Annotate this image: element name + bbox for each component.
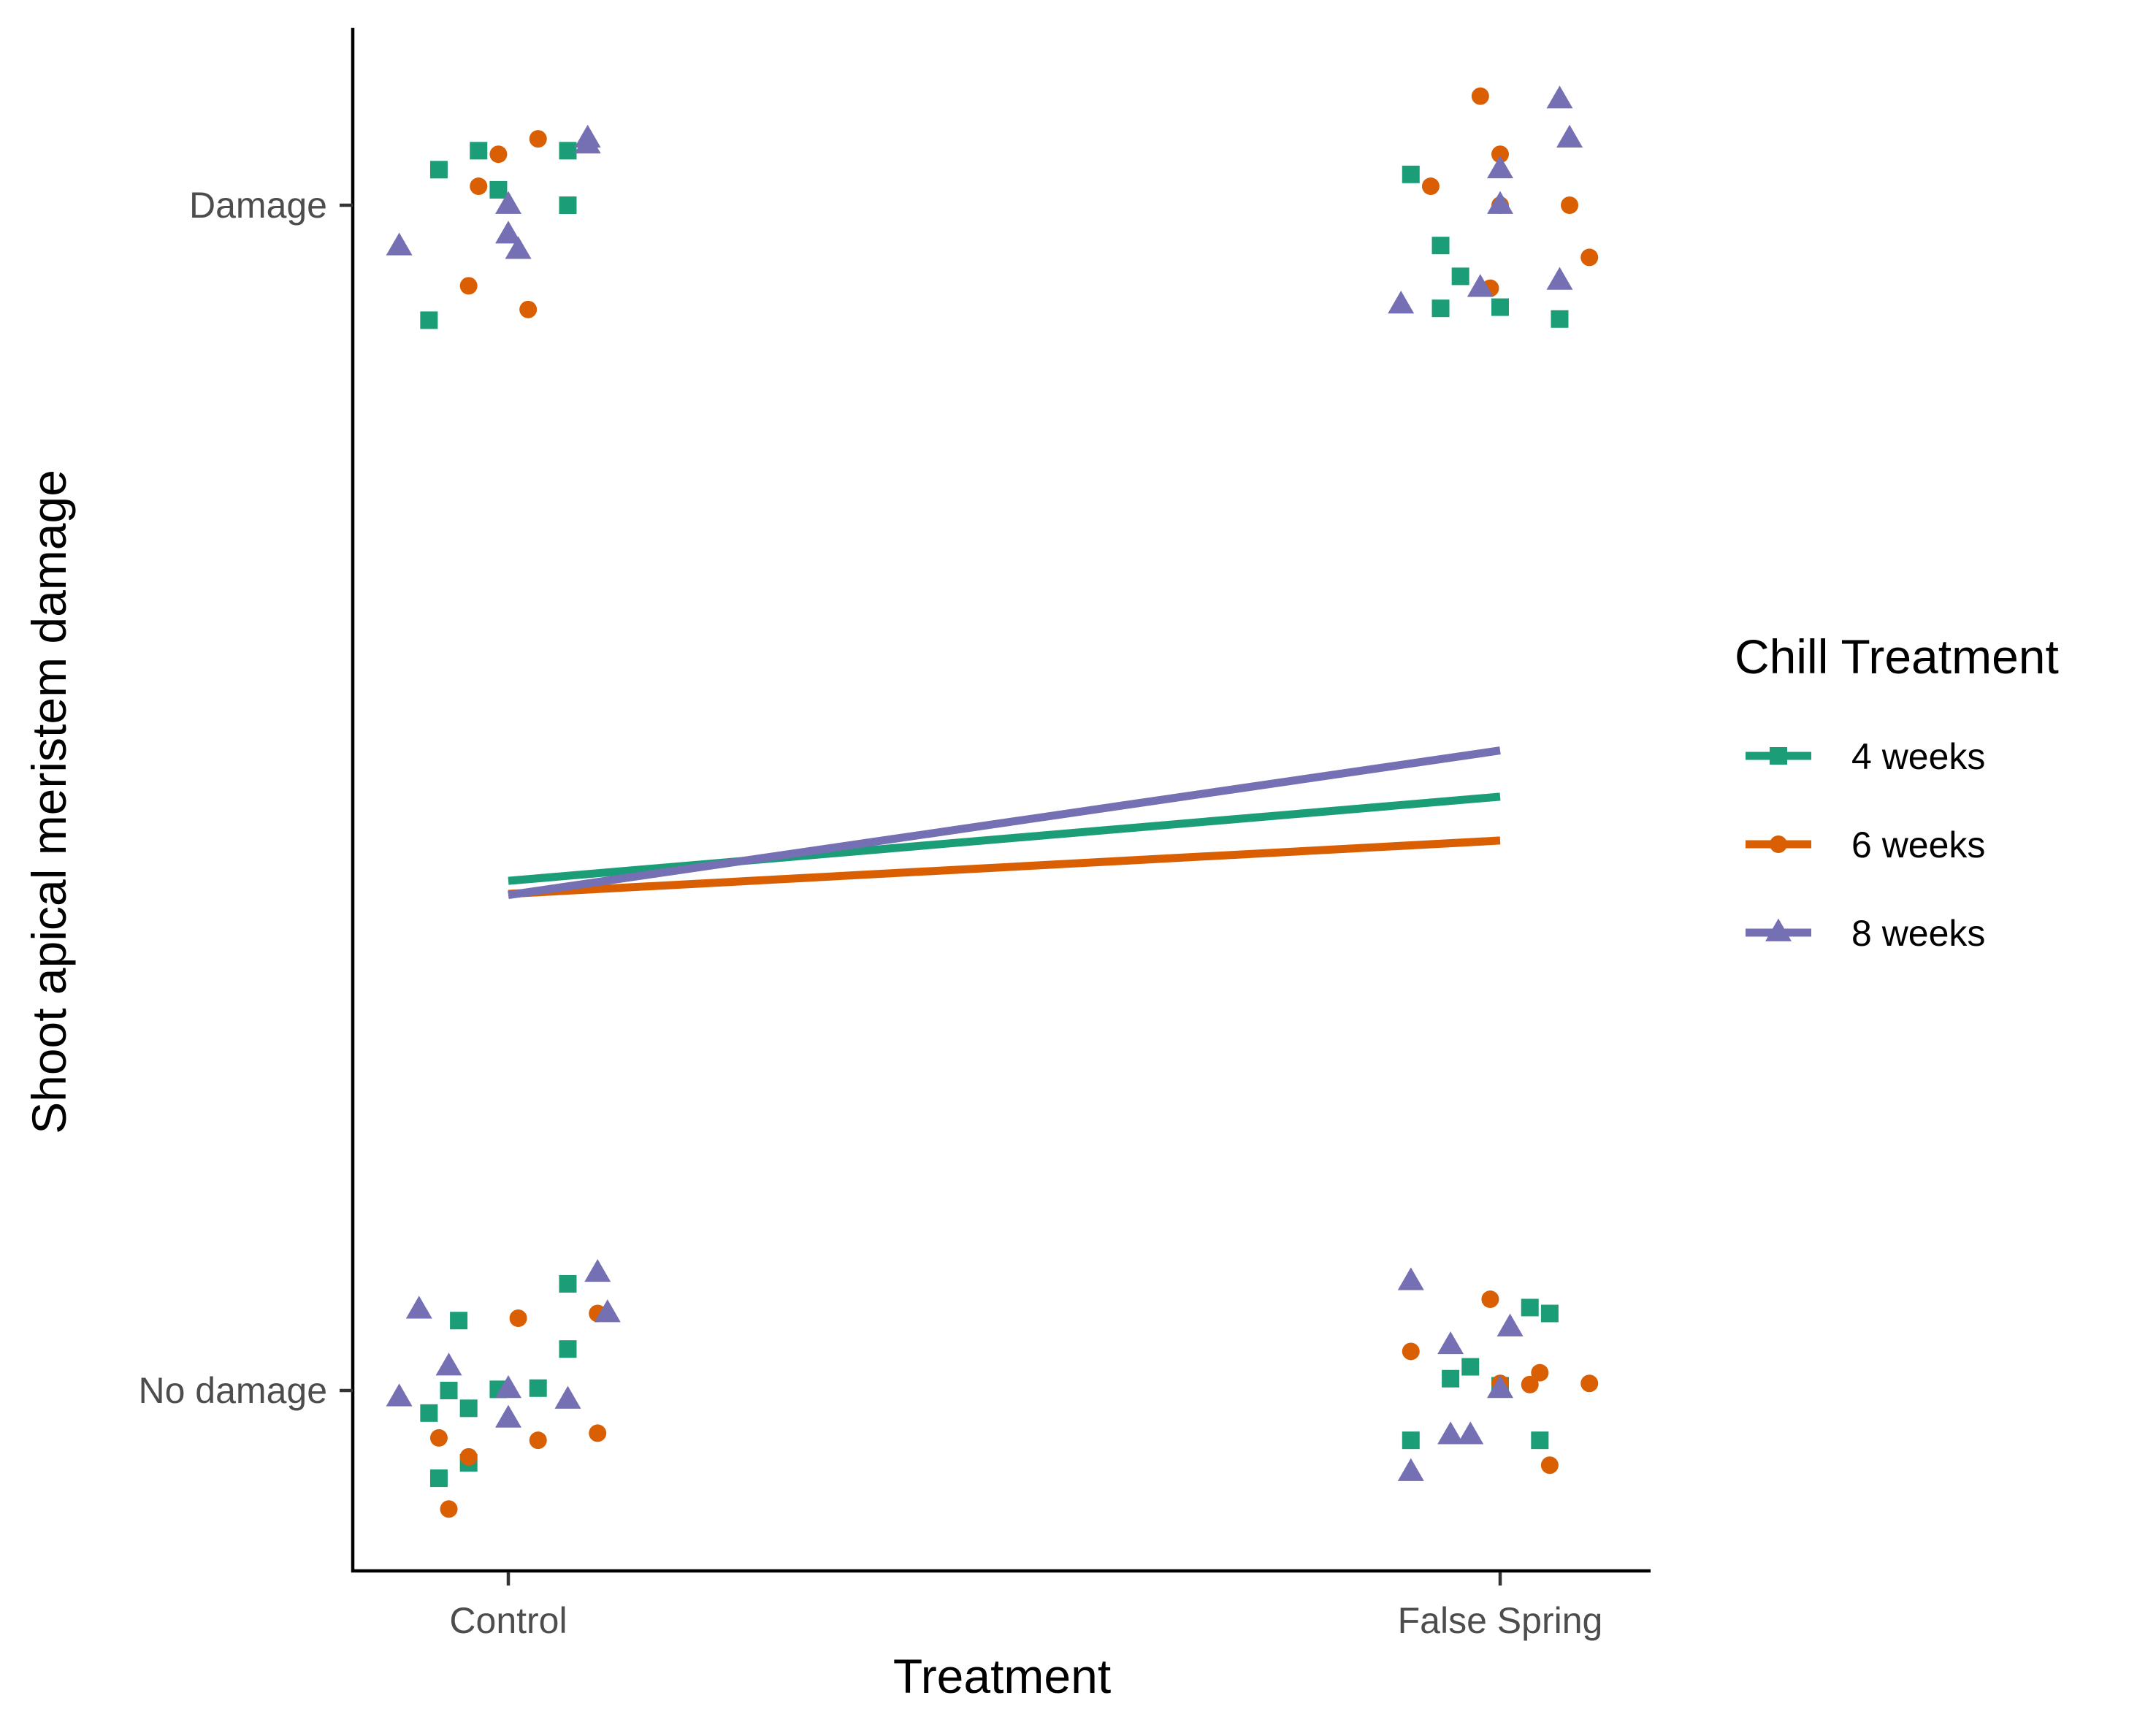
point-4-weeks [1531, 1431, 1549, 1450]
point-4-weeks [429, 161, 448, 179]
point-6-weeks [470, 177, 488, 196]
point-6-weeks [529, 130, 547, 148]
point-6-weeks [1481, 1290, 1499, 1309]
legend-label-4-weeks: 4 weeks [1851, 736, 1985, 777]
x-tick-label: False Spring [1398, 1600, 1603, 1641]
point-6-weeks [429, 1428, 448, 1447]
point-6-weeks [1491, 145, 1509, 164]
legend-label-6-weeks: 6 weeks [1851, 825, 1985, 865]
fit-line-4-weeks [508, 792, 1501, 885]
fit-line-6-weeks [508, 836, 1501, 898]
point-4-weeks [1431, 237, 1450, 255]
point-4-weeks [459, 1399, 478, 1418]
point-4-weeks [1461, 1358, 1480, 1376]
point-4-weeks [1521, 1298, 1539, 1317]
point-6-weeks [459, 1447, 478, 1466]
point-4-weeks [1402, 1431, 1420, 1450]
point-8-weeks [495, 221, 521, 244]
point-4-weeks [1442, 1369, 1460, 1388]
point-8-weeks [1487, 1375, 1513, 1399]
point-4-weeks [559, 1274, 577, 1293]
point-8-weeks [1546, 85, 1573, 109]
point-6-weeks [519, 300, 538, 318]
point-4-weeks [1491, 298, 1509, 316]
point-8-weeks [386, 232, 413, 256]
point-6-weeks [1402, 1342, 1420, 1361]
point-6-weeks [589, 1424, 607, 1442]
point-4-weeks [470, 142, 488, 160]
point-4-weeks [1431, 299, 1450, 318]
point-6-weeks [489, 145, 508, 164]
point-4-weeks [1402, 165, 1420, 183]
point-6-weeks [509, 1309, 527, 1327]
point-6-weeks [1580, 1374, 1599, 1393]
point-8-weeks [1457, 1421, 1484, 1445]
point-8-weeks [1397, 1267, 1424, 1290]
point-6-weeks [1521, 1375, 1539, 1393]
point-6-weeks [440, 1500, 458, 1518]
point-4-weeks [420, 311, 438, 329]
point-8-weeks [594, 1299, 621, 1323]
legend-marker-4-weeks [1770, 747, 1787, 765]
legend: Chill Treatment 4 weeks 6 weeks 8 weeks [1735, 630, 2059, 954]
fit-line-8-weeks [508, 746, 1501, 900]
data-points [386, 85, 1599, 1518]
point-4-weeks [450, 1312, 468, 1330]
point-4-weeks [1551, 310, 1569, 328]
legend-keys: 4 weeks 6 weeks 8 weeks [1746, 736, 1985, 954]
point-6-weeks [459, 277, 478, 295]
point-8-weeks [554, 1385, 581, 1409]
x-tick-label: Control [449, 1600, 567, 1641]
point-4-weeks [529, 1379, 547, 1397]
point-8-weeks [574, 130, 601, 154]
fit-lines [508, 746, 1501, 900]
legend-label-8-weeks: 8 weeks [1851, 913, 1985, 954]
point-4-weeks [1451, 267, 1469, 286]
point-6-weeks [1531, 1363, 1549, 1382]
point-4-weeks [559, 196, 577, 214]
point-6-weeks [529, 1431, 547, 1450]
point-8-weeks [1487, 191, 1513, 214]
point-6-weeks [1471, 87, 1489, 105]
x-ticks: Control False Spring [449, 1572, 1602, 1641]
y-axis-title: Shoot apical meristem damage [22, 470, 76, 1134]
point-8-weeks [1388, 290, 1415, 314]
point-8-weeks [1496, 1313, 1524, 1336]
point-8-weeks [584, 1258, 611, 1282]
point-8-weeks [1556, 124, 1583, 148]
legend-marker-8-weeks [1765, 918, 1792, 941]
y-ticks: No damage Damage [139, 185, 353, 1411]
point-8-weeks [1467, 274, 1494, 297]
point-8-weeks [1437, 1331, 1464, 1355]
point-8-weeks [495, 1404, 521, 1428]
point-8-weeks [1397, 1458, 1424, 1481]
point-4-weeks [440, 1382, 458, 1399]
point-4-weeks [1540, 1304, 1559, 1323]
point-4-weeks [489, 180, 508, 199]
point-8-weeks [495, 1375, 521, 1399]
point-6-weeks [1580, 248, 1599, 267]
y-tick-label: No damage [139, 1370, 328, 1411]
point-8-weeks [1437, 1421, 1464, 1445]
point-8-weeks [386, 1383, 413, 1407]
point-4-weeks [429, 1469, 448, 1488]
legend-title: Chill Treatment [1735, 630, 2059, 684]
legend-marker-6-weeks [1770, 835, 1787, 853]
y-tick-label: Damage [189, 185, 327, 226]
point-8-weeks [495, 191, 521, 214]
point-8-weeks [1487, 155, 1513, 179]
point-4-weeks [559, 142, 577, 160]
point-6-weeks [1421, 177, 1440, 196]
x-axis-title: Treatment [893, 1649, 1111, 1703]
point-6-weeks [1540, 1456, 1559, 1475]
point-4-weeks [559, 1340, 577, 1358]
point-8-weeks [405, 1296, 432, 1319]
point-8-weeks [1546, 267, 1573, 290]
point-8-weeks [435, 1353, 462, 1376]
point-8-weeks [505, 236, 532, 259]
point-4-weeks [420, 1404, 438, 1422]
point-6-weeks [1561, 196, 1579, 214]
